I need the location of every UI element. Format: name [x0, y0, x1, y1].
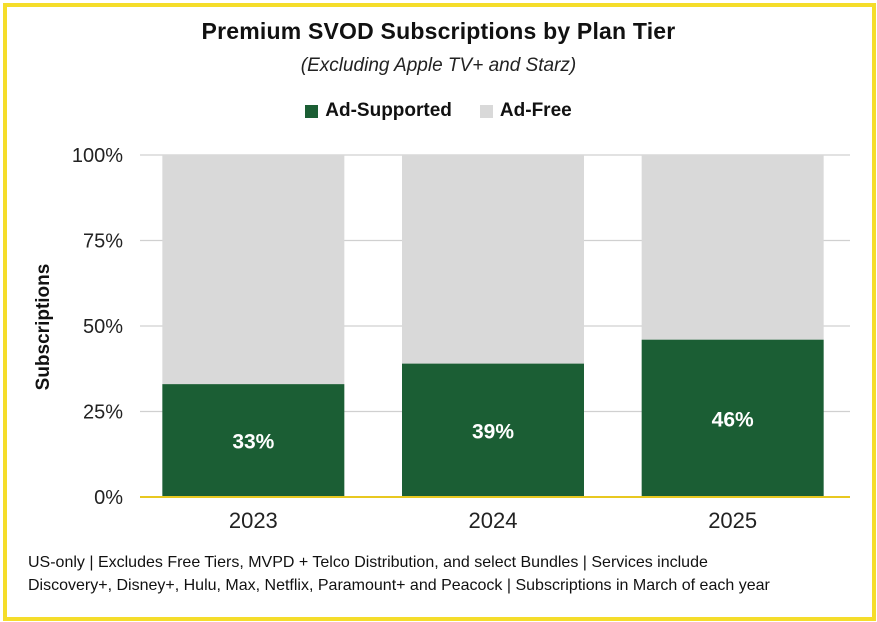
x-tick-label: 2025 — [708, 508, 757, 533]
legend-swatch-ad-supported — [305, 104, 319, 118]
legend-swatch-ad-free — [479, 104, 493, 118]
legend-label-ad-free: Ad-Free — [499, 100, 572, 121]
bar-ad-supported-2024 — [402, 363, 584, 497]
y-axis-label: Subscriptions — [33, 263, 54, 391]
bar-ad-free-2025 — [641, 155, 824, 340]
footnote: US-only | Excludes Free Tiers, MVPD + Te… — [28, 551, 858, 597]
data-label-2025: 46% — [712, 408, 754, 431]
x-tick-label: 2024 — [469, 508, 518, 533]
bar-ad-supported-2025 — [641, 339, 824, 497]
bar-ad-free-2024 — [402, 155, 584, 364]
y-tick-label: 100% — [72, 145, 123, 167]
legend-item-ad-free: Ad-Free — [479, 100, 572, 122]
footnote-line-2: Discovery+, Disney+, Hulu, Max, Netflix,… — [28, 577, 770, 594]
y-tick-label: 0% — [94, 487, 123, 509]
x-tick-label: 2023 — [229, 508, 278, 533]
chart-title: Premium SVOD Subscriptions by Plan Tier — [201, 18, 676, 44]
legend-label-ad-supported: Ad-Supported — [325, 100, 452, 121]
legend-item-ad-supported: Ad-Supported — [305, 100, 452, 122]
y-tick-label: 75% — [83, 231, 123, 253]
bar-ad-free-2023 — [162, 155, 345, 385]
y-tick-label: 25% — [83, 402, 123, 424]
chart-subtitle: (Excluding Apple TV+ and Starz) — [300, 55, 577, 76]
data-label-2023: 33% — [232, 431, 274, 454]
data-label-2024: 39% — [472, 420, 514, 443]
y-tick-label: 50% — [83, 316, 123, 338]
bar-ad-supported-2023 — [162, 384, 345, 497]
footnote-line-1: US-only | Excludes Free Tiers, MVPD + Te… — [28, 554, 708, 571]
legend: Ad-Supported Ad-Free — [0, 100, 877, 122]
